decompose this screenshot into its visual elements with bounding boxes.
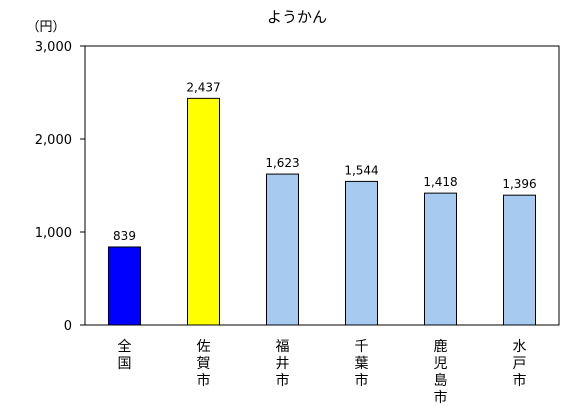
y-axis-unit: （円） xyxy=(26,20,65,35)
bar xyxy=(266,173,299,326)
data-label: 1,623 xyxy=(265,156,299,170)
bar xyxy=(187,97,220,326)
x-tick-label: 水戸市 xyxy=(513,339,527,389)
data-label: 1,396 xyxy=(502,177,536,191)
x-tick-label: 千葉市 xyxy=(355,339,369,389)
chart-marks: 0 1,000 2,000 3,000 839 全国 2,437 佐賀市 1,623 福井市 1,5… xyxy=(35,40,537,406)
y-tick-label: 2,000 xyxy=(35,133,72,148)
data-label: 1,544 xyxy=(344,163,378,177)
data-label: 1,418 xyxy=(423,175,457,189)
x-tick-label: 鹿児島市 xyxy=(434,338,448,406)
bar xyxy=(503,194,536,326)
bar xyxy=(108,246,141,326)
plot-area xyxy=(84,45,560,326)
y-tick-label: 3,000 xyxy=(35,40,72,55)
data-label: 839 xyxy=(113,229,136,243)
bar xyxy=(345,180,378,326)
chart-title: ようかん xyxy=(267,8,327,26)
y-tick-label: 0 xyxy=(64,319,72,334)
x-tick-label: 佐賀市 xyxy=(197,339,211,389)
y-tick-label: 1,000 xyxy=(35,226,72,241)
data-label: 2,437 xyxy=(186,80,220,94)
x-tick-label: 全国 xyxy=(118,338,132,372)
bar xyxy=(424,192,457,326)
x-tick-label: 福井市 xyxy=(276,339,290,389)
